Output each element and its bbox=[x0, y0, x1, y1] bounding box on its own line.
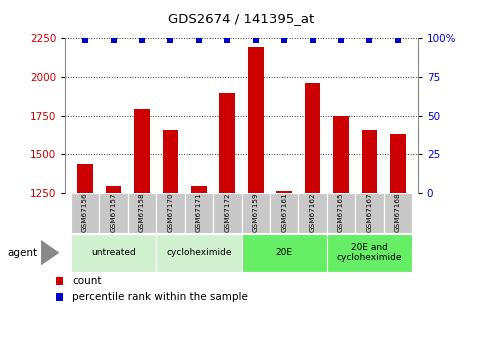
Bar bbox=[327, 193, 355, 233]
Bar bbox=[276, 191, 292, 193]
Text: untreated: untreated bbox=[91, 248, 136, 257]
Text: GSM67162: GSM67162 bbox=[310, 193, 315, 232]
Text: agent: agent bbox=[7, 248, 37, 258]
Bar bbox=[77, 164, 93, 193]
Bar bbox=[163, 129, 178, 193]
Bar bbox=[185, 193, 213, 233]
Bar bbox=[390, 134, 406, 193]
Text: cycloheximide: cycloheximide bbox=[166, 248, 231, 257]
Bar bbox=[355, 193, 384, 233]
Bar bbox=[298, 193, 327, 233]
Text: GSM67168: GSM67168 bbox=[395, 193, 401, 232]
Text: 20E: 20E bbox=[276, 248, 293, 257]
Bar bbox=[99, 193, 128, 233]
Bar bbox=[156, 193, 185, 233]
Text: 20E and
cycloheximide: 20E and cycloheximide bbox=[337, 243, 402, 263]
Bar bbox=[213, 193, 242, 233]
Text: GSM67161: GSM67161 bbox=[281, 193, 287, 232]
Bar bbox=[327, 234, 412, 272]
Text: GSM67158: GSM67158 bbox=[139, 193, 145, 232]
Bar bbox=[71, 193, 99, 233]
Bar bbox=[71, 234, 156, 272]
Bar bbox=[191, 186, 207, 193]
Bar bbox=[242, 193, 270, 233]
Bar bbox=[134, 109, 150, 193]
Text: GSM67157: GSM67157 bbox=[111, 193, 116, 232]
Bar bbox=[384, 193, 412, 233]
Bar bbox=[305, 83, 320, 193]
Text: GSM67167: GSM67167 bbox=[367, 193, 372, 232]
Bar bbox=[242, 234, 327, 272]
Text: percentile rank within the sample: percentile rank within the sample bbox=[72, 292, 248, 302]
Bar bbox=[219, 93, 235, 193]
Polygon shape bbox=[41, 240, 59, 265]
Bar bbox=[248, 47, 264, 193]
Bar bbox=[106, 186, 121, 193]
Bar bbox=[128, 193, 156, 233]
Text: GSM67165: GSM67165 bbox=[338, 193, 344, 232]
Text: count: count bbox=[72, 276, 102, 286]
Bar bbox=[333, 116, 349, 193]
Text: GSM67172: GSM67172 bbox=[224, 193, 230, 232]
Bar bbox=[270, 193, 298, 233]
Text: GSM67156: GSM67156 bbox=[82, 193, 88, 232]
Text: GDS2674 / 141395_at: GDS2674 / 141395_at bbox=[169, 12, 314, 25]
Bar bbox=[362, 130, 377, 193]
Bar bbox=[156, 234, 242, 272]
Text: GSM67170: GSM67170 bbox=[168, 193, 173, 232]
Text: GSM67159: GSM67159 bbox=[253, 193, 259, 232]
Text: GSM67171: GSM67171 bbox=[196, 193, 202, 232]
